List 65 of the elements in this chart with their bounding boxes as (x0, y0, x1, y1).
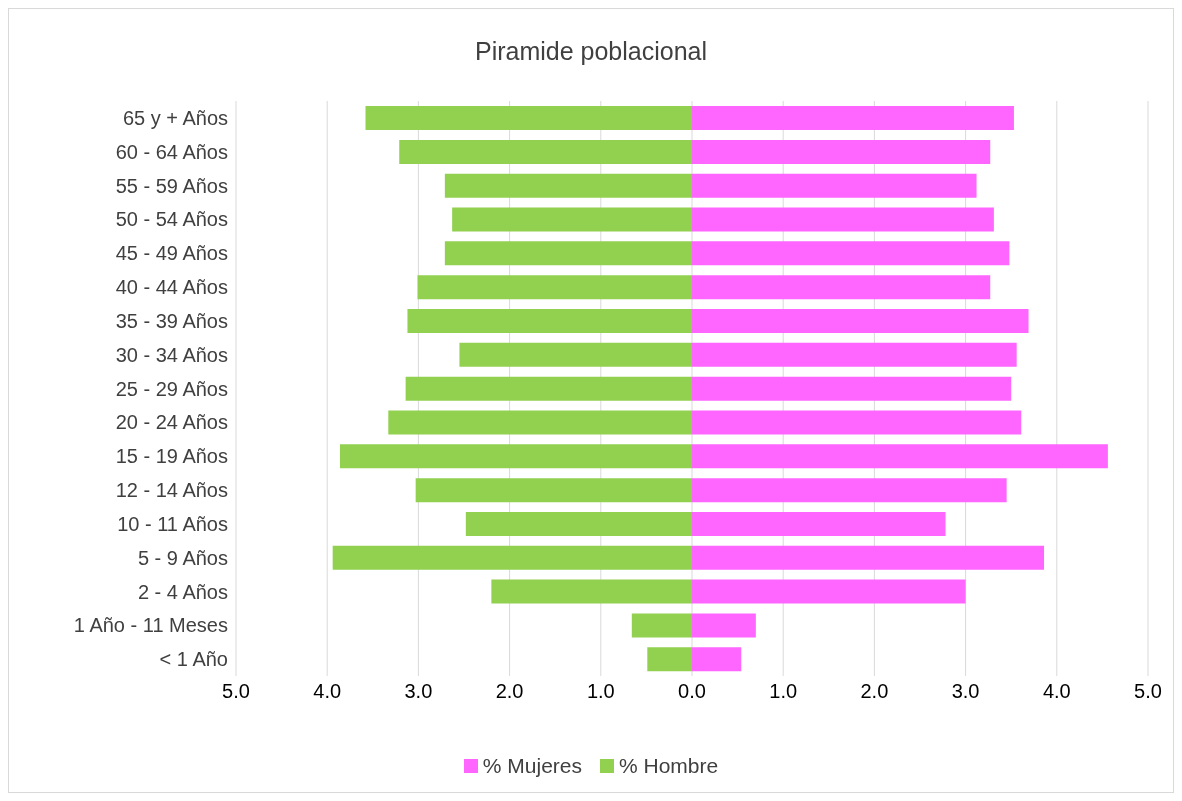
x-tick-label: 4.0 (313, 680, 342, 703)
y-tick-label: 50 - 54 Años (115, 208, 228, 231)
x-tick-label: 0.0 (678, 680, 706, 703)
bar (692, 207, 994, 232)
y-tick-label: 25 - 29 Años (115, 377, 228, 400)
y-tick-label: 1 Año - 11 Meses (73, 614, 228, 637)
y-tick-label: 2 - 4 Años (137, 580, 228, 603)
bar (365, 106, 692, 131)
bar (692, 309, 1029, 334)
bar (465, 511, 692, 536)
y-tick-label: 20 - 24 Años (115, 411, 228, 434)
x-tick-label: 2.0 (495, 680, 524, 703)
y-tick-label: 55 - 59 Años (115, 174, 228, 197)
x-tick-label: 3.0 (404, 680, 433, 703)
x-tick-label: 3.0 (951, 680, 980, 703)
bar (692, 376, 1012, 401)
bar (415, 478, 692, 503)
bar (692, 647, 742, 672)
bar (692, 613, 756, 638)
y-tick-label: 35 - 39 Años (115, 309, 228, 332)
bar (692, 173, 977, 198)
bar (388, 410, 692, 435)
x-tick-label: 1.0 (769, 680, 798, 703)
bar (692, 545, 1045, 570)
bar (459, 342, 692, 367)
y-tick-label: 12 - 14 Años (115, 479, 228, 502)
bar (692, 342, 1017, 367)
chart-title: Piramide poblacional (473, 37, 709, 66)
y-tick-label: 45 - 49 Años (115, 242, 228, 265)
x-tick-label: 4.0 (1042, 680, 1071, 703)
x-tick-label: 2.0 (860, 680, 889, 703)
bar (407, 309, 692, 334)
y-tick-label: 30 - 34 Años (115, 343, 228, 366)
y-tick-label: 5 - 9 Años (137, 546, 228, 569)
legend-label: % Hombre (619, 754, 719, 778)
bar (332, 545, 692, 570)
bar (491, 579, 692, 604)
bar (405, 376, 692, 401)
y-tick-label: 10 - 11 Años (117, 512, 228, 535)
bar (647, 647, 692, 672)
bar (692, 139, 991, 164)
y-tick-label: < 1 Año (159, 648, 228, 671)
bar (339, 444, 692, 469)
x-tick-label: 1.0 (586, 680, 615, 703)
bar (399, 139, 692, 164)
bar (692, 478, 1007, 503)
bar (692, 410, 1022, 435)
bar (417, 275, 692, 300)
bar (444, 173, 692, 198)
legend-label: % Mujeres (482, 754, 582, 778)
y-tick-label: 15 - 19 Años (115, 445, 228, 468)
bar (692, 511, 946, 536)
bar (692, 444, 1108, 469)
bar (692, 275, 991, 300)
bar (444, 241, 692, 266)
bar (452, 207, 692, 232)
x-tick-label: 5.0 (222, 680, 250, 703)
y-tick-label: 60 - 64 Años (115, 140, 228, 163)
bar (631, 613, 692, 638)
bar (692, 579, 966, 604)
y-tick-label: 40 - 44 Años (115, 276, 228, 299)
bar (692, 241, 1010, 266)
y-tick-label: 65 y + Años (122, 107, 228, 130)
bar (692, 106, 1014, 131)
x-tick-label: 5.0 (1134, 680, 1162, 703)
